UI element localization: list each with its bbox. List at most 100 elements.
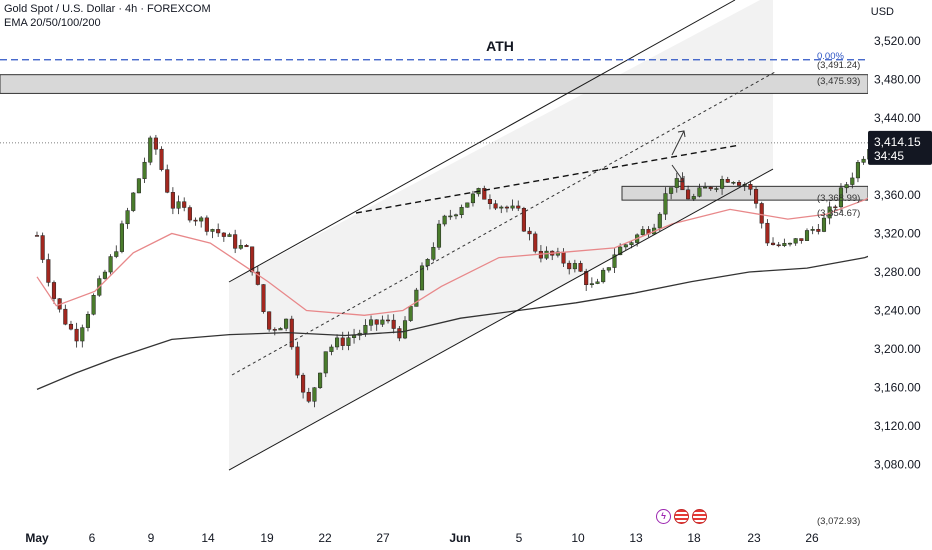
candle-body bbox=[159, 148, 164, 170]
candle bbox=[329, 344, 334, 356]
candle bbox=[284, 318, 289, 332]
candle-body bbox=[323, 351, 328, 374]
candle-body bbox=[793, 238, 798, 244]
candle-body bbox=[487, 199, 492, 204]
candle bbox=[731, 181, 736, 185]
candle-body bbox=[148, 137, 153, 163]
candle-body bbox=[725, 179, 730, 183]
candle-body bbox=[131, 192, 136, 211]
candle bbox=[295, 341, 300, 379]
candle-body bbox=[453, 214, 459, 217]
candle bbox=[34, 231, 40, 237]
flash-icon[interactable]: ϟ bbox=[656, 509, 671, 524]
candle bbox=[533, 231, 538, 254]
candle bbox=[516, 200, 521, 212]
resistance-trendline bbox=[355, 144, 741, 214]
x-tick-label: May bbox=[25, 531, 49, 545]
candle-body bbox=[623, 244, 628, 248]
candle-body bbox=[737, 181, 742, 186]
candle bbox=[414, 287, 419, 307]
candle-body bbox=[431, 247, 436, 260]
candle bbox=[318, 372, 323, 389]
candle bbox=[470, 190, 476, 207]
ath-price-label: (3,491.24) bbox=[817, 60, 860, 71]
x-tick-label: 5 bbox=[516, 531, 523, 545]
candle bbox=[85, 311, 91, 332]
candle bbox=[657, 212, 662, 231]
y-tick-label: 3,320.00 bbox=[874, 227, 921, 241]
candle-body bbox=[363, 325, 368, 334]
candle-body bbox=[142, 161, 147, 179]
candle-body bbox=[63, 308, 68, 325]
candle-body bbox=[629, 242, 634, 246]
y-tick-label: 3,360.00 bbox=[874, 188, 921, 202]
us-flag-icon[interactable] bbox=[674, 509, 689, 524]
candle-body bbox=[810, 229, 815, 231]
candle-body bbox=[470, 193, 476, 204]
candle-body bbox=[136, 178, 141, 194]
candle-body bbox=[833, 206, 838, 209]
candle-body bbox=[119, 223, 124, 252]
candle-body bbox=[584, 271, 589, 286]
candle bbox=[833, 204, 838, 210]
current-price-label: 3,414.15 bbox=[874, 135, 921, 149]
candle bbox=[204, 215, 209, 236]
candle bbox=[640, 226, 645, 236]
candle bbox=[74, 322, 79, 348]
candle bbox=[119, 220, 124, 254]
zone-top-label: (3,475.93) bbox=[817, 76, 860, 87]
candle-body bbox=[272, 329, 277, 331]
candle bbox=[793, 238, 798, 246]
candle-body bbox=[204, 217, 209, 232]
candle bbox=[725, 176, 730, 183]
candle-body bbox=[352, 335, 357, 338]
candle bbox=[810, 226, 815, 235]
candle-body bbox=[510, 205, 515, 209]
candle bbox=[306, 387, 311, 404]
ema-50-line bbox=[36, 180, 904, 316]
candle-body bbox=[306, 391, 311, 402]
low-price-label: (3,072.93) bbox=[817, 516, 860, 527]
candle-body bbox=[504, 206, 509, 209]
candle-body bbox=[674, 178, 679, 188]
candle-body bbox=[618, 246, 623, 256]
candle bbox=[244, 244, 249, 248]
candle bbox=[187, 205, 192, 223]
candle bbox=[374, 319, 379, 331]
candle bbox=[448, 209, 453, 220]
ema-200-line bbox=[36, 242, 904, 390]
candle-body bbox=[697, 187, 702, 197]
candle bbox=[385, 314, 391, 324]
indicator-legend[interactable]: EMA 20/50/100/200 bbox=[4, 17, 101, 29]
candle-body bbox=[816, 229, 821, 232]
candle bbox=[623, 243, 628, 251]
candle bbox=[335, 334, 340, 350]
symbol-title[interactable]: Gold Spot / U.S. Dollar · 4h · FOREXCOM bbox=[4, 3, 211, 15]
ath-percent-label: 0.00% bbox=[817, 51, 844, 62]
candle-body bbox=[46, 259, 51, 283]
candle-body bbox=[176, 201, 181, 209]
candle bbox=[153, 134, 158, 155]
midline-dotted bbox=[231, 71, 776, 376]
candle bbox=[131, 192, 136, 213]
current-price-badge bbox=[868, 130, 932, 165]
candle bbox=[272, 327, 277, 336]
candle-body bbox=[521, 207, 526, 232]
candle bbox=[787, 242, 793, 247]
channel-upper-line bbox=[228, 0, 736, 283]
candle bbox=[493, 200, 498, 211]
candle-body bbox=[855, 162, 861, 179]
x-tick-label: 23 bbox=[747, 531, 761, 545]
candle-body bbox=[703, 186, 708, 189]
candle-body bbox=[720, 179, 725, 189]
candle bbox=[589, 277, 594, 288]
us-flag-icon[interactable] bbox=[692, 509, 707, 524]
candle-body bbox=[301, 374, 306, 393]
candle bbox=[199, 216, 204, 228]
candle-body bbox=[787, 242, 793, 245]
candle bbox=[465, 202, 470, 208]
x-tick-label: 14 bbox=[201, 531, 215, 545]
candle-body bbox=[391, 319, 396, 329]
y-tick-label: 3,440.00 bbox=[874, 111, 921, 125]
